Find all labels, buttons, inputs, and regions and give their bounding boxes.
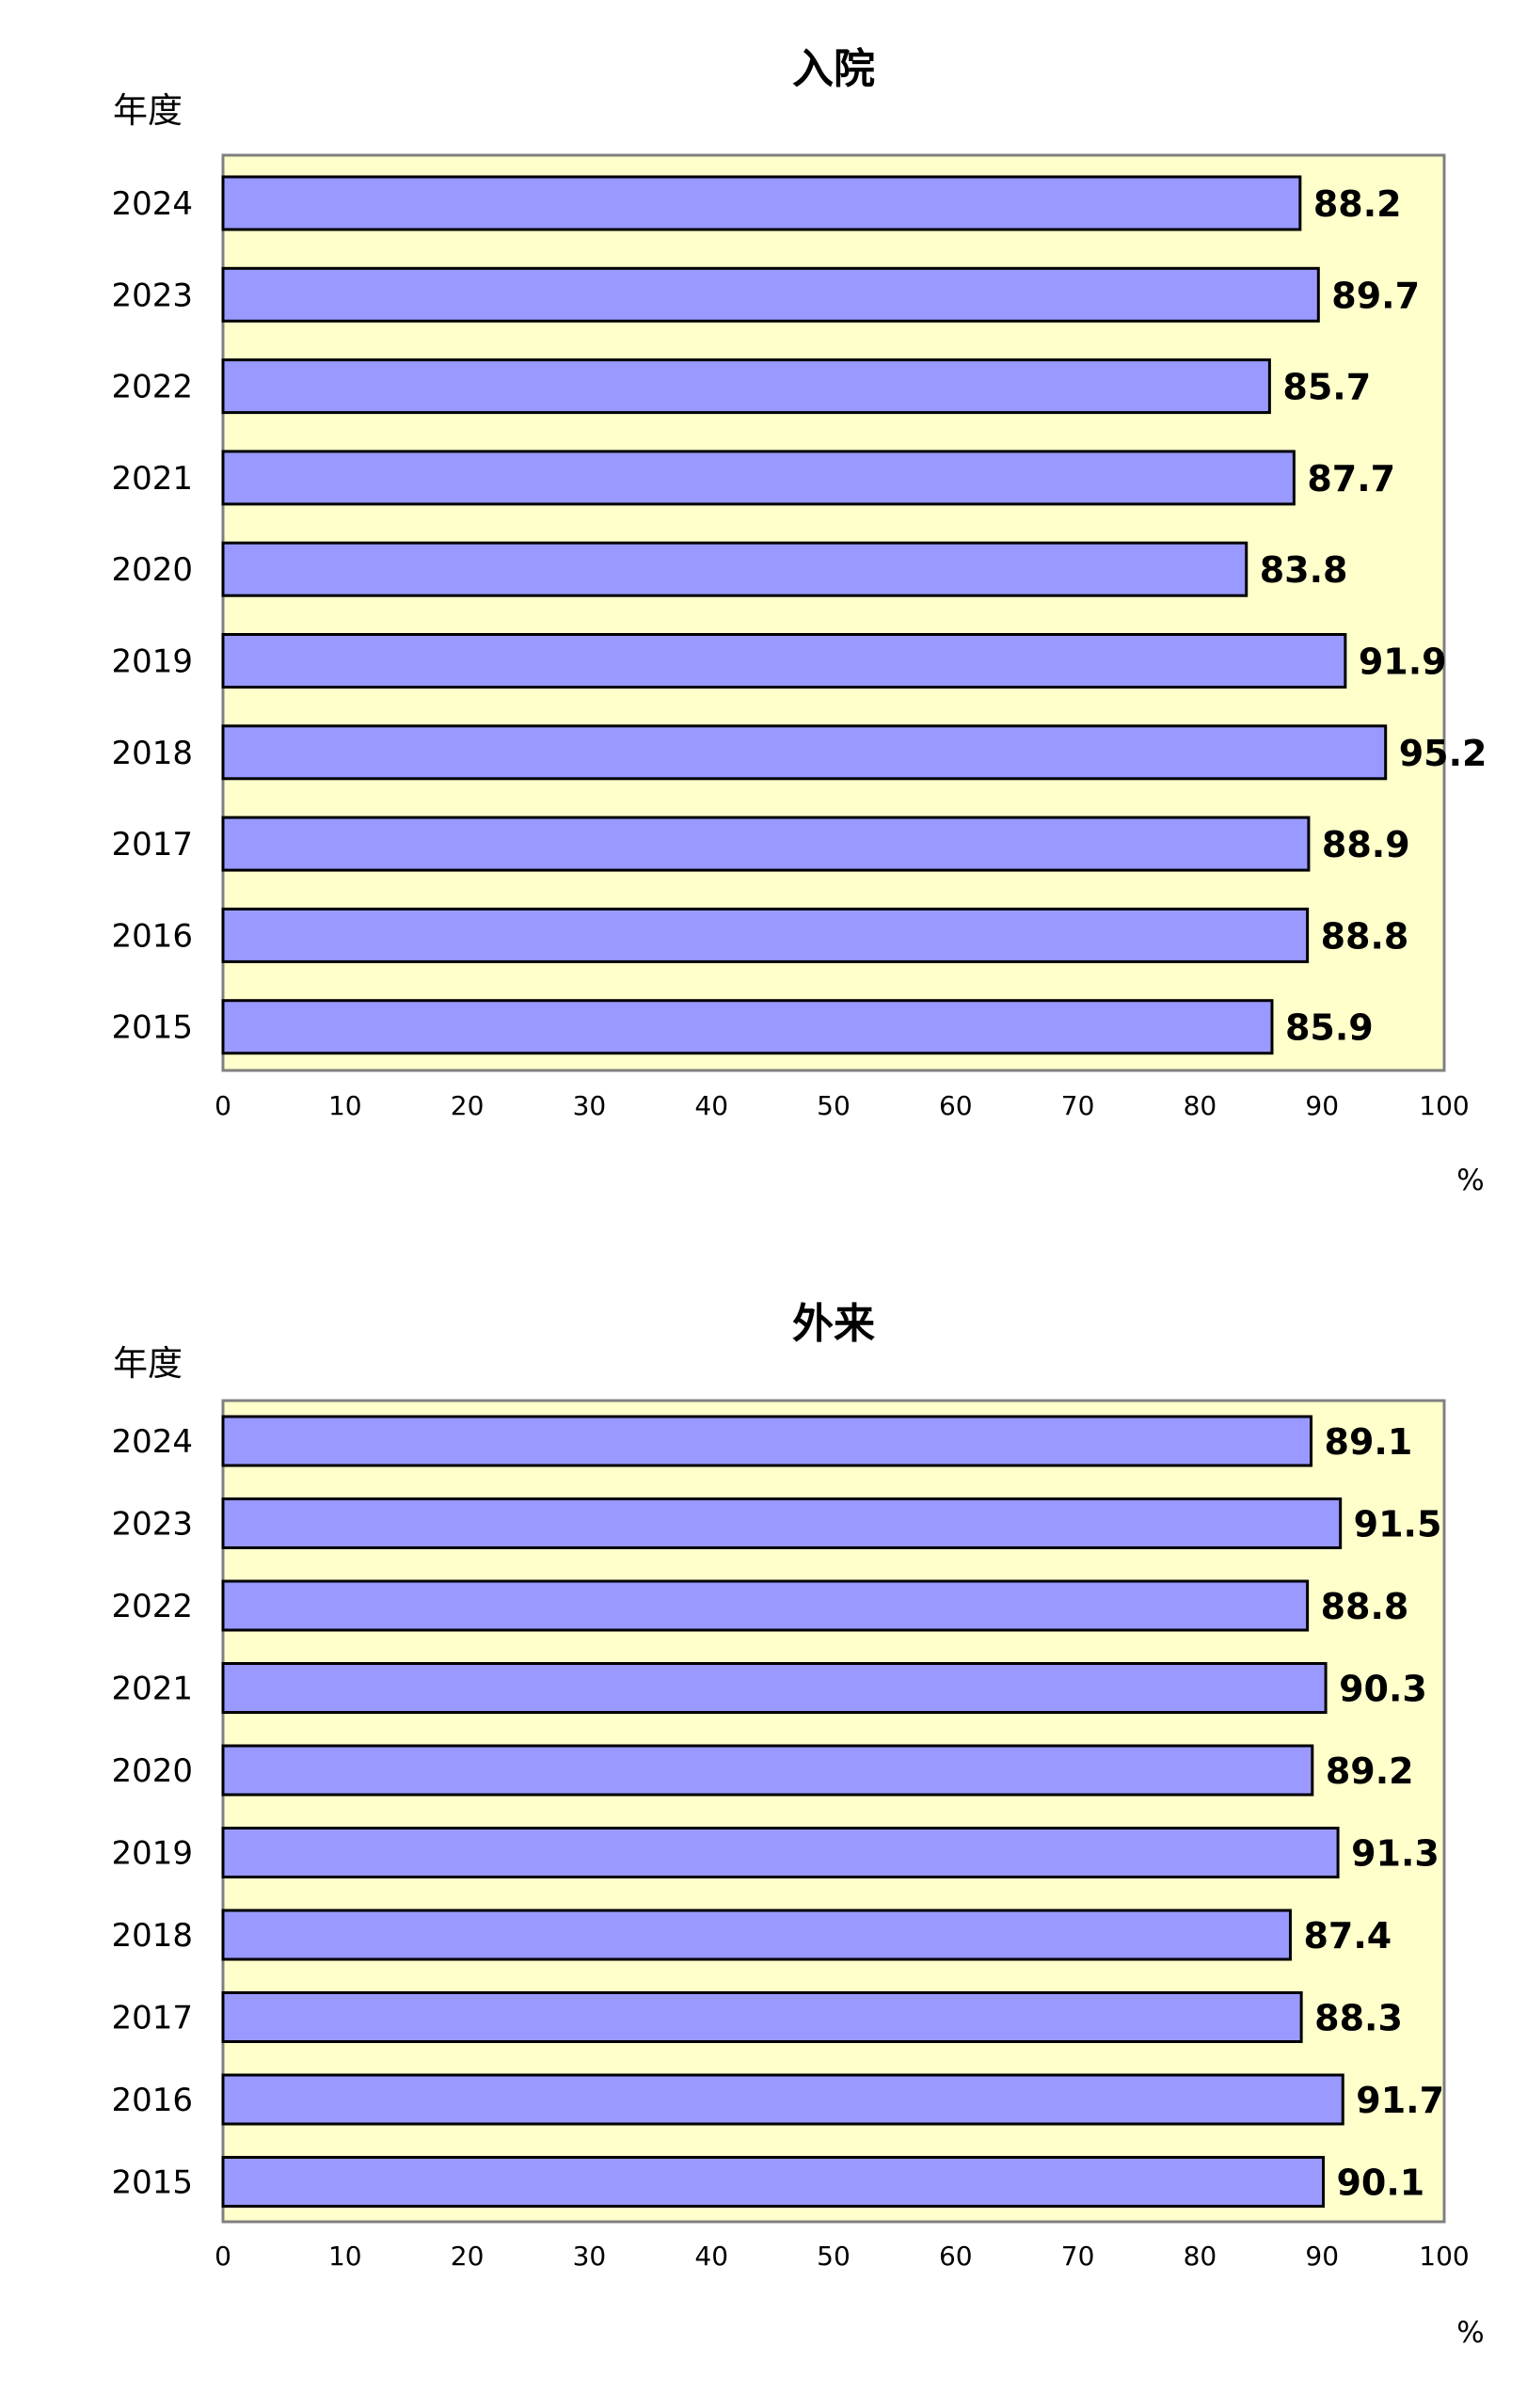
chart1-x-tick-label-90: 90	[1305, 1090, 1339, 1121]
chart1-category-label-2016: 2016	[111, 917, 193, 955]
chart1-bar-2017	[221, 816, 1311, 872]
chart2-bar-2018	[221, 1909, 1292, 1961]
chart2-category-label-2019: 2019	[111, 1835, 193, 1873]
chart2-bar-2019	[221, 1827, 1340, 1878]
chart1-x-tick-label-40: 40	[694, 1090, 728, 1121]
chart2-x-tick-label-0: 0	[215, 2241, 231, 2272]
chart2-category-label-2021: 2021	[111, 1671, 193, 1708]
chart2-category-label-2023: 2023	[111, 1506, 193, 1544]
chart2-bar-2021	[221, 1662, 1328, 1714]
chart2-category-label-2015: 2015	[111, 2164, 193, 2202]
chart2-bar-2024	[221, 1415, 1313, 1467]
chart1-category-label-2019: 2019	[111, 643, 193, 681]
chart1-x-axis-unit: %	[1456, 1164, 1484, 1197]
chart2-category-label-2022: 2022	[111, 1588, 193, 1625]
chart2-data-label-2021: 90.3	[1339, 1669, 1427, 1710]
chart1-category-label-2023: 2023	[111, 277, 193, 314]
chart1-x-tick-label-30: 30	[573, 1090, 607, 1121]
chart2-y-axis-label: 年度	[113, 1343, 183, 1384]
chart1-bar-2016	[221, 907, 1310, 963]
chart2-data-label-2023: 91.5	[1354, 1504, 1442, 1545]
chart2-data-label-2017: 88.3	[1314, 1998, 1403, 2039]
chart2-data-label-2015: 90.1	[1336, 2162, 1424, 2204]
chart1-data-label-2021: 87.7	[1307, 458, 1395, 499]
chart1-data-label-2019: 91.9	[1359, 642, 1447, 683]
chart2-bar-2016	[221, 2073, 1344, 2126]
chart1-x-tick-label-20: 20	[451, 1090, 485, 1121]
chart1-data-label-2018: 95.2	[1399, 733, 1487, 774]
chart1-data-label-2022: 85.7	[1282, 367, 1371, 408]
chart1-bar-2020	[221, 541, 1249, 597]
chart1-title: 入院	[792, 45, 875, 93]
chart2-data-label-2018: 87.4	[1303, 1915, 1392, 1956]
chart2-data-label-2020: 89.2	[1326, 1751, 1414, 1792]
chart2-data-label-2022: 88.8	[1321, 1586, 1409, 1627]
chart2-category-label-2024: 2024	[111, 1423, 193, 1461]
chart2-x-tick-label-40: 40	[694, 2241, 728, 2272]
chart1-bar-2023	[221, 266, 1320, 323]
chart1-x-tick-label-10: 10	[328, 1090, 362, 1121]
chart2-category-label-2018: 2018	[111, 1917, 193, 1955]
chart1-bar-2019	[221, 633, 1347, 689]
chart1-data-label-2023: 89.7	[1331, 275, 1420, 316]
chart1-bar-2024	[221, 175, 1302, 231]
chart1-x-tick-label-60: 60	[939, 1090, 973, 1121]
chart2-bar-2022	[221, 1579, 1310, 1632]
chart2-category-label-2020: 2020	[111, 1752, 193, 1790]
chart2-x-tick-label-50: 50	[817, 2241, 851, 2272]
chart2-x-tick-label-90: 90	[1305, 2241, 1339, 2272]
chart1-data-label-2016: 88.8	[1321, 915, 1409, 957]
chart2-x-tick-label-20: 20	[451, 2241, 485, 2272]
chart1-bar-2015	[221, 999, 1274, 1055]
chart1-data-label-2015: 85.9	[1285, 1007, 1374, 1049]
chart1-bar-2022	[221, 358, 1271, 415]
chart2-x-tick-label-10: 10	[328, 2241, 362, 2272]
chart1-x-tick-label-100: 100	[1419, 1090, 1469, 1121]
chart1-category-label-2022: 2022	[111, 369, 193, 406]
chart2-bar-2023	[221, 1497, 1343, 1549]
chart1-category-label-2020: 2020	[111, 551, 193, 589]
chart2-data-label-2019: 91.3	[1351, 1833, 1440, 1875]
chart1-data-label-2017: 88.9	[1322, 824, 1410, 865]
chart2-bar-2015	[221, 2156, 1325, 2208]
chart2-data-label-2016: 91.7	[1356, 2080, 1444, 2121]
chart2-x-tick-label-100: 100	[1419, 2241, 1469, 2272]
chart2-category-label-2017: 2017	[111, 2000, 193, 2037]
chart1-data-label-2024: 88.2	[1313, 183, 1402, 225]
chart2-category-label-2016: 2016	[111, 2082, 193, 2119]
chart1-x-tick-label-80: 80	[1184, 1090, 1217, 1121]
chart2-bar-2020	[221, 1744, 1314, 1797]
chart1-category-label-2018: 2018	[111, 735, 193, 772]
chart1-category-label-2021: 2021	[111, 460, 193, 498]
chart1-category-label-2015: 2015	[111, 1009, 193, 1047]
chart2-x-tick-label-60: 60	[939, 2241, 973, 2272]
chart1-bar-2018	[221, 724, 1388, 781]
chart2-x-tick-label-30: 30	[573, 2241, 607, 2272]
chart2-x-tick-label-80: 80	[1184, 2241, 1217, 2272]
chart1-bar-2021	[221, 450, 1296, 506]
chart2-bar-2017	[221, 1991, 1303, 2043]
chart1-category-label-2017: 2017	[111, 826, 193, 863]
chart2-x-tick-label-70: 70	[1061, 2241, 1095, 2272]
chart1-data-label-2020: 83.8	[1260, 549, 1348, 591]
chart2-title: 外来	[792, 1300, 875, 1348]
chart1-x-tick-label-50: 50	[817, 1090, 851, 1121]
chart1-x-tick-label-70: 70	[1061, 1090, 1095, 1121]
chart1-category-label-2024: 2024	[111, 185, 193, 223]
chart2-x-axis-unit: %	[1456, 2316, 1484, 2350]
chart1-y-axis-label: 年度	[113, 90, 183, 131]
chart2-data-label-2024: 89.1	[1325, 1421, 1413, 1463]
chart1-x-tick-label-0: 0	[215, 1090, 231, 1121]
